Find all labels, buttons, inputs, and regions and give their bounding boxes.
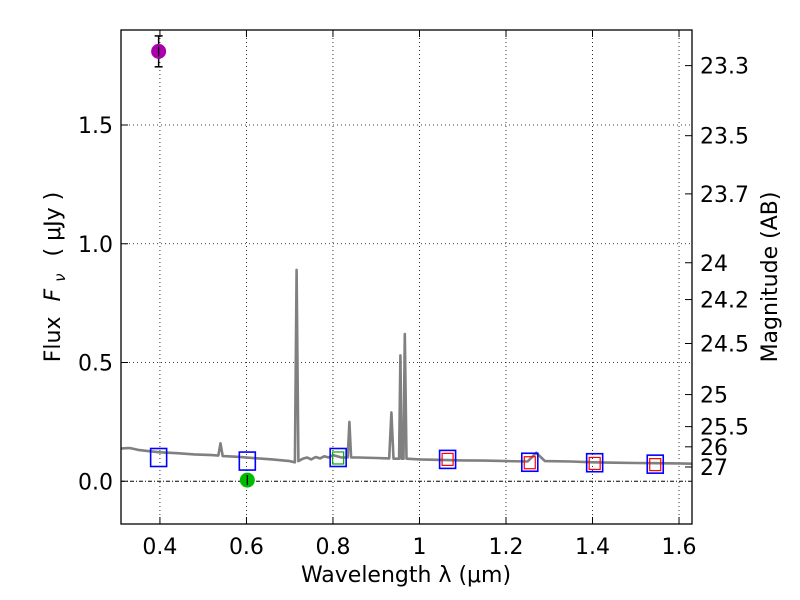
mag-tick-label: 25 <box>700 384 728 409</box>
x-tick-label: 0.6 <box>229 535 264 560</box>
mag-tick-label: 25.5 <box>700 416 749 441</box>
model-band-square <box>238 451 257 471</box>
observed-red-square <box>588 456 601 471</box>
x-tick-label: 1.4 <box>575 535 610 560</box>
observed-red-square <box>523 456 536 470</box>
marker-layer <box>149 35 665 488</box>
y2-axis-title: Magnitude (AB) <box>758 192 783 363</box>
x-tick-label: 1.2 <box>488 535 523 560</box>
model-band-square <box>149 447 168 468</box>
x-tick-label: 0.4 <box>142 535 177 560</box>
mag-tick-label: 23.7 <box>700 183 749 208</box>
model-band-square <box>585 452 604 473</box>
mag-tick-label: 27 <box>700 456 728 481</box>
observed-green-square <box>332 451 345 465</box>
model-band-square <box>329 447 347 468</box>
x-tick-label: 1 <box>412 535 426 560</box>
mag-tick-label: 26 <box>700 436 728 461</box>
model-band-square <box>520 452 539 473</box>
x-tick-label: 1.6 <box>662 535 697 560</box>
y-tick-label: 0.0 <box>78 470 113 495</box>
mag-tick-label: 24.5 <box>700 333 749 358</box>
mag-tick-label: 23.3 <box>700 55 749 80</box>
mag-tick-label: 24 <box>700 252 728 277</box>
y-axis-title: Flux F ν ( μJy ) <box>41 192 71 362</box>
y-axis-title-unit: ( μJy ) <box>41 192 66 257</box>
mag-tick-label: 23.5 <box>700 125 749 150</box>
ticks: 0.4 0.6 0.8 1 1.2 1.4 1.6 0.0 0.5 1.0 1.5 23.3 23.5 2… <box>78 30 749 560</box>
y-tick-label: 1.5 <box>78 114 113 139</box>
plot-frame <box>120 29 693 525</box>
model-band-square <box>646 454 665 474</box>
x-tick-label: 0.8 <box>315 535 350 560</box>
svg-text:Flux F ν ( μ: Flux F ν ( μJy ) <box>41 192 71 362</box>
x-axis-title: Wavelength λ (μm) <box>301 563 511 588</box>
observed-red-square <box>441 452 454 466</box>
y-tick-label: 0.5 <box>78 352 113 377</box>
mag-tick-label: 24.2 <box>700 289 749 314</box>
y-axis-title-symbol: F <box>41 288 66 301</box>
y-axis-title-subscript: ν <box>51 273 69 281</box>
observed-red-square <box>649 458 662 472</box>
model-band-square <box>438 449 457 470</box>
y-axis-title-text: Flux <box>41 316 66 362</box>
y-tick-label: 1.0 <box>78 233 113 258</box>
